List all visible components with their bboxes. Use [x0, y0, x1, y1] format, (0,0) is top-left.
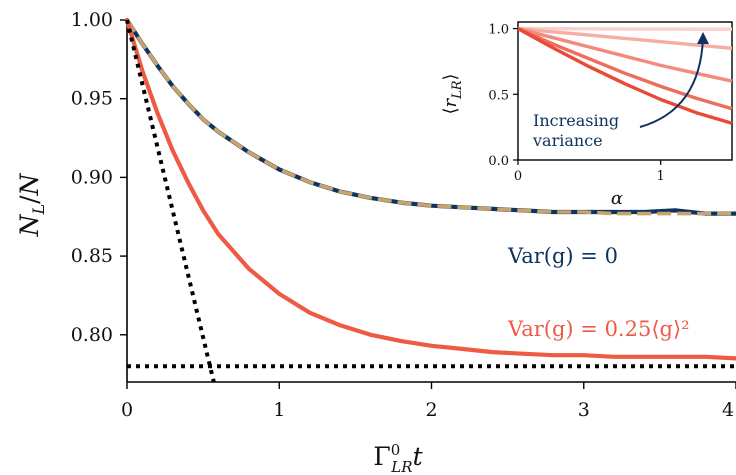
- main-x-tick-label: 1: [273, 399, 285, 421]
- inset-annotation-line1: Increasing: [533, 111, 619, 130]
- main-y-ticks: 0.80 0.85 0.90 0.95 1.00: [71, 9, 127, 346]
- main-y-tick-label: 0.95: [71, 88, 113, 110]
- inset-y-tick-label: 1.0: [488, 23, 509, 38]
- main-x-tick-label: 3: [578, 399, 590, 421]
- main-y-axis-title: NL/N: [15, 172, 48, 237]
- inset-y-ticks: 0.0 0.5 1.0: [488, 23, 518, 169]
- main-series-line-2: [124, 17, 736, 361]
- main-series-group: [124, 17, 736, 383]
- main-series-line-1: [125, 19, 736, 216]
- inset-x-tick-label: 1: [657, 169, 665, 184]
- main-y-tick-label: 0.85: [71, 245, 113, 267]
- increasing-variance-arrow: [639, 37, 704, 128]
- increasing-variance-arrowhead: [697, 32, 709, 44]
- annotation-var-quarter: Var(g) = 0.25⟨g⟩²: [507, 317, 690, 341]
- inset-y-tick-label: 0.0: [488, 154, 509, 169]
- x-title-sup: 0: [391, 441, 401, 459]
- main-x-tick-label: 2: [425, 399, 437, 421]
- inset-x-tick-label: 0: [514, 169, 522, 184]
- inset-x-axis-title: α: [611, 188, 623, 209]
- main-series-line-3: [125, 19, 216, 383]
- inset-series-line-1: [517, 26, 733, 50]
- inset-y-axis-title: ⟨rLR⟩: [440, 73, 465, 114]
- inset-series-line-3: [517, 27, 733, 111]
- annotation-var-zero: Var(g) = 0: [507, 244, 618, 268]
- x-title-sub: LR: [390, 458, 412, 475]
- inset-series-line-4: [517, 27, 733, 125]
- main-x-axis-title: Γ0 LRt: [373, 441, 423, 475]
- main-y-tick-label: 1.00: [71, 9, 113, 31]
- main-y-tick-label: 0.80: [71, 324, 113, 346]
- main-x-ticks: 0 1 2 3 4: [121, 382, 736, 421]
- inset-series-line-0: [517, 26, 732, 31]
- main-x-tick-label: 4: [722, 399, 734, 421]
- main-x-tick-label: 0: [121, 399, 133, 421]
- inset-annotation-line2: variance: [532, 131, 603, 150]
- inset-y-tick-label: 0.5: [488, 88, 509, 103]
- main-y-tick-label: 0.90: [71, 166, 113, 188]
